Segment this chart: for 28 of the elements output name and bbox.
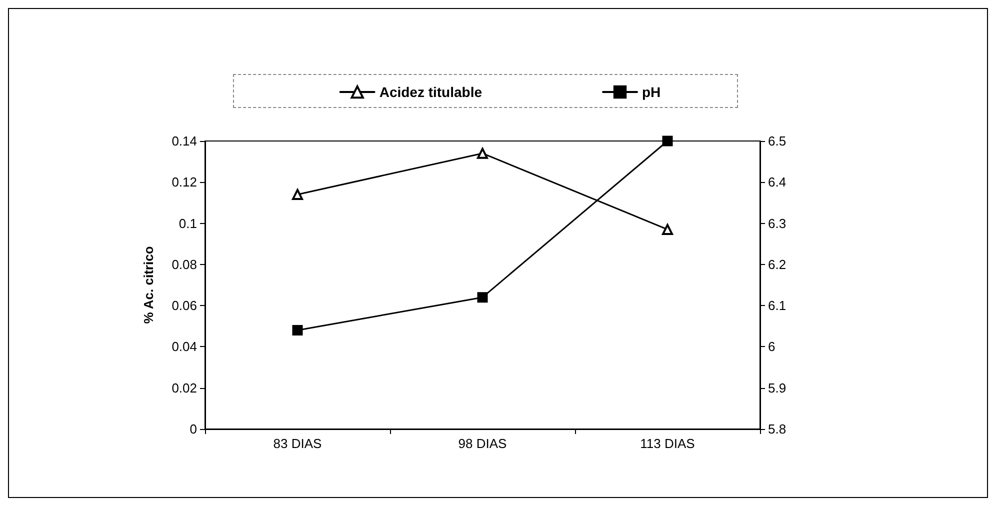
y-tick-label: 0.12 <box>172 174 197 190</box>
point <box>662 136 673 146</box>
y-tick-label: 0.14 <box>172 134 197 148</box>
legend-label: pH <box>642 84 661 100</box>
x-tick-label: 83 DIAS <box>273 436 322 451</box>
y2-tick-label: 6.1 <box>768 298 786 314</box>
y-axis-title: % Ac. citrico <box>141 246 156 324</box>
point <box>292 188 303 200</box>
y2-tick-label: 6.4 <box>768 174 786 190</box>
y2-tick-label: 6.3 <box>768 216 786 231</box>
point <box>662 224 673 235</box>
y2-tick-label: 5.9 <box>768 380 786 396</box>
y-tick-label: 0.04 <box>172 339 197 354</box>
point <box>477 148 488 159</box>
y-tick-label: 0 <box>190 422 197 436</box>
y2-tick-label: 6 <box>768 339 776 354</box>
y-tick-label: 0.02 <box>172 380 197 396</box>
y2-tick-label: 6.2 <box>768 256 786 272</box>
y-tick-label: 0.06 <box>172 298 197 314</box>
y-tick-label: 0.08 <box>172 256 197 272</box>
x-tick-label: 98 DIAS <box>458 436 508 451</box>
legend-label: Acidez titulable <box>379 84 482 100</box>
y2-tick-label: 5.8 <box>768 422 786 436</box>
y2-tick-label: 6.5 <box>768 134 786 148</box>
point <box>477 292 488 303</box>
point <box>292 325 303 336</box>
x-tick-label: 113 DIAS <box>640 436 696 451</box>
y-tick-label: 0.1 <box>178 216 197 231</box>
